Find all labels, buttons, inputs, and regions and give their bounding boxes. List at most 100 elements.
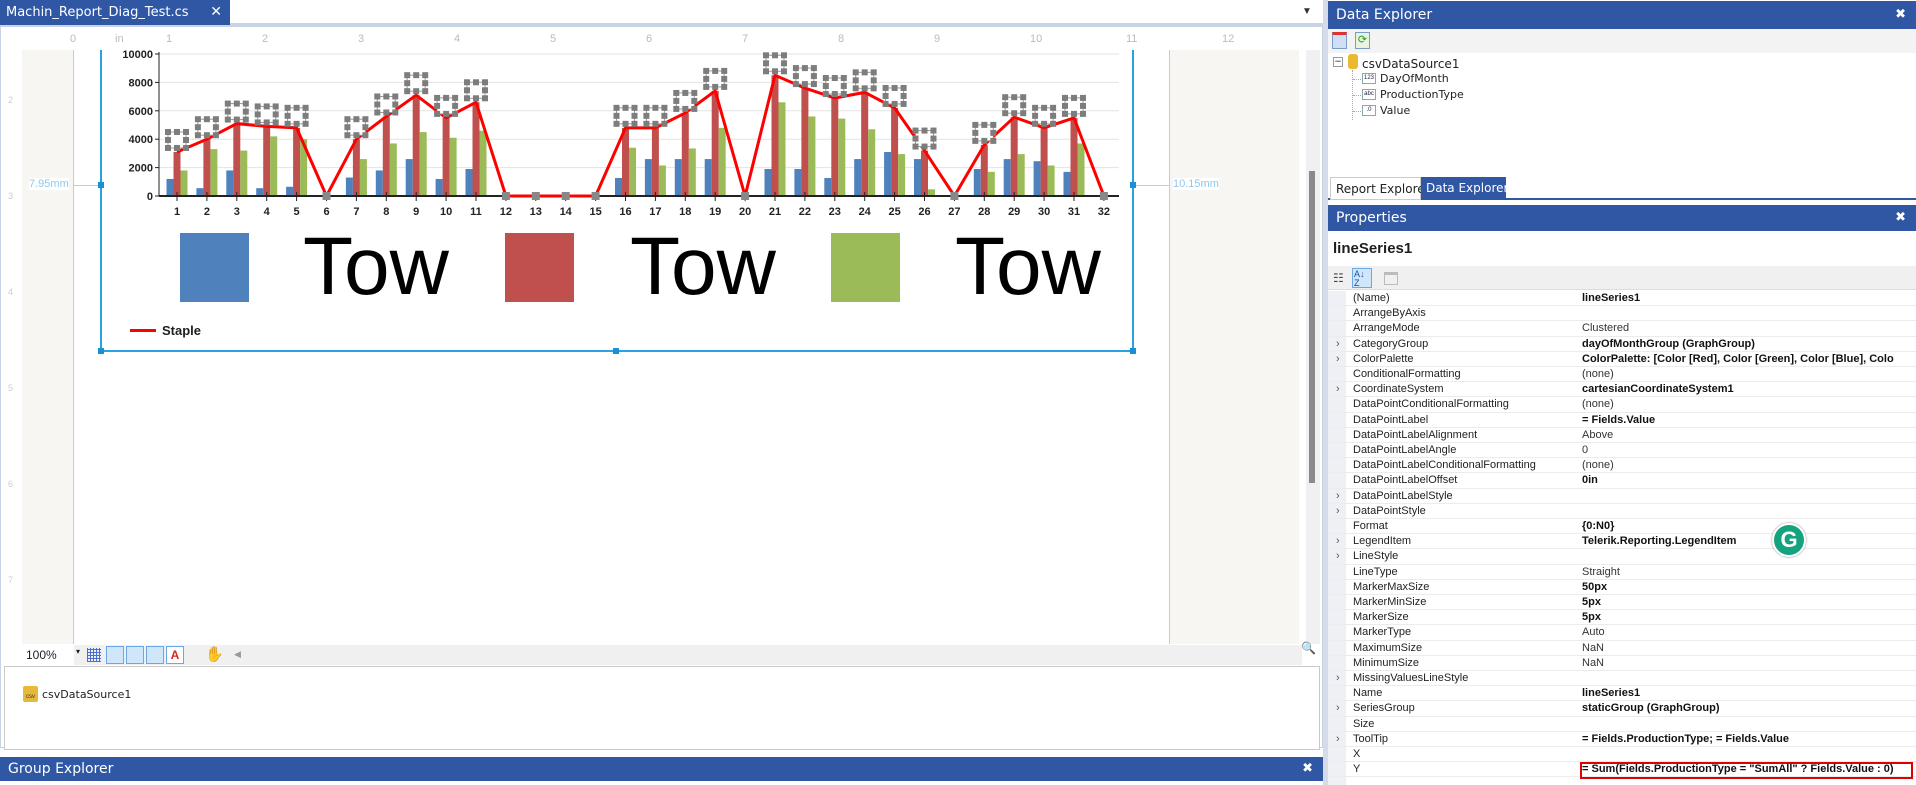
document-tab[interactable]: Machin_Report_Diag_Test.cs [Design] ✕ [0, 0, 230, 45]
selection-handle[interactable] [763, 52, 769, 59]
selection-handle[interactable] [1032, 120, 1039, 127]
selection-handle[interactable] [852, 85, 859, 92]
data-point-label[interactable] [464, 79, 488, 102]
selection-handle[interactable] [165, 136, 171, 143]
property-row[interactable]: Size [1328, 717, 1916, 732]
selection-handle[interactable] [900, 84, 907, 91]
selection-handle[interactable] [712, 67, 719, 74]
bar[interactable] [359, 159, 367, 196]
selection-handle[interactable] [801, 65, 808, 72]
bar[interactable] [914, 159, 921, 196]
property-row[interactable]: DataPointLabelConditionalFormatting (none… [1328, 458, 1916, 474]
selection-handle[interactable] [1080, 102, 1086, 109]
selection-handle[interactable] [404, 88, 411, 95]
field-node[interactable]: DayOfMonth [1380, 72, 1449, 85]
selection-handle[interactable] [972, 121, 979, 128]
page-layout-icon[interactable] [126, 646, 144, 664]
selection-handle[interactable] [1002, 110, 1009, 117]
property-value[interactable]: dayOfMonthGroup (GraphGroup) [1582, 337, 1755, 350]
selection-handle[interactable] [981, 137, 988, 144]
selection-handle[interactable] [930, 143, 937, 150]
property-value[interactable]: 50px [1582, 580, 1608, 593]
selection-handle[interactable] [422, 88, 429, 95]
datasource-node[interactable]: csvDataSource1 [1362, 57, 1460, 71]
property-row[interactable]: › CategoryGroup dayOfMonthGroup (GraphGrou… [1328, 337, 1916, 352]
property-row[interactable]: › LineStyle [1328, 549, 1916, 565]
property-row[interactable]: DataPointLabelOffset 0in [1328, 473, 1916, 489]
bar[interactable] [808, 116, 816, 196]
selection-handle[interactable] [1002, 102, 1009, 109]
expand-chevron-icon[interactable]: › [1336, 535, 1340, 548]
bar[interactable] [472, 102, 480, 196]
selection-handle[interactable] [822, 83, 829, 90]
data-point-label[interactable] [284, 104, 309, 127]
selection-handle[interactable] [921, 127, 928, 134]
property-row[interactable]: › ToolTip = Fields.ProductionType; = Field… [1328, 732, 1916, 747]
selection-handle[interactable] [703, 75, 710, 82]
data-point-label[interactable] [643, 104, 668, 127]
selection-handle[interactable] [224, 100, 231, 107]
property-value[interactable]: staticGroup (GraphGroup) [1582, 702, 1720, 715]
selection-handle[interactable] [763, 68, 769, 75]
selection-handle[interactable] [482, 87, 488, 94]
bar[interactable] [688, 148, 696, 196]
selection-handle[interactable] [1062, 110, 1068, 117]
selection-handle[interactable] [631, 120, 638, 127]
resize-handle-bottom[interactable] [613, 348, 619, 354]
selection-handle[interactable] [473, 79, 479, 86]
selection-handle[interactable] [1020, 102, 1027, 109]
bar[interactable] [644, 159, 652, 196]
tab-report-explorer[interactable]: Report Explorer [1330, 177, 1430, 200]
property-value[interactable]: Above [1582, 428, 1614, 441]
property-row[interactable]: LineType Straight [1328, 565, 1916, 580]
data-point-label[interactable] [1002, 94, 1027, 117]
selection-handle[interactable] [383, 109, 390, 116]
selection-handle[interactable] [912, 127, 919, 134]
property-row[interactable]: DataPointLabel = Fields.Value [1328, 413, 1916, 428]
bar[interactable] [286, 186, 294, 196]
expand-chevron-icon[interactable]: › [1336, 702, 1340, 715]
bar[interactable] [778, 102, 786, 196]
expand-chevron-icon[interactable]: › [1336, 489, 1340, 502]
property-row[interactable]: DataPointLabelAlignment Above [1328, 428, 1916, 443]
bar[interactable] [704, 159, 712, 196]
bar[interactable] [711, 90, 719, 196]
bar[interactable] [256, 188, 264, 196]
selection-handle[interactable] [1011, 94, 1018, 101]
selection-handle[interactable] [870, 85, 877, 92]
data-point-label[interactable] [374, 93, 399, 116]
selection-handle[interactable] [1011, 110, 1018, 117]
bar[interactable] [270, 136, 278, 196]
selection-handle[interactable] [353, 116, 360, 123]
selection-handle[interactable] [622, 104, 629, 111]
property-row[interactable]: › MissingValuesLineStyle [1328, 671, 1916, 687]
grammarly-icon[interactable]: G [1772, 523, 1806, 557]
data-point-label[interactable] [613, 104, 638, 127]
expand-chevron-icon[interactable]: › [1336, 337, 1340, 350]
selection-handle[interactable] [194, 124, 201, 131]
resize-handle-left[interactable] [98, 182, 104, 188]
selection-handle[interactable] [712, 83, 719, 90]
property-value[interactable]: NaN [1582, 641, 1605, 654]
selection-handle[interactable] [464, 95, 470, 102]
selection-handle[interactable] [972, 129, 979, 136]
data-explorer-close-icon[interactable]: ✖ [1895, 7, 1906, 22]
bar[interactable] [1070, 117, 1078, 196]
text-mode-icon[interactable]: A [166, 646, 184, 664]
selection-handle[interactable] [374, 109, 381, 116]
data-point-label[interactable] [344, 116, 369, 139]
line-series[interactable] [176, 73, 1106, 202]
selection-handle[interactable] [1050, 112, 1057, 119]
property-row[interactable]: Y = Sum(Fields.ProductionType = "SumAll" … [1328, 762, 1916, 778]
vertical-scrollbar-thumb[interactable] [1309, 171, 1315, 483]
data-point-label[interactable] [1032, 104, 1057, 127]
property-value[interactable]: Auto [1582, 626, 1605, 639]
property-value[interactable]: Clustered [1582, 322, 1630, 335]
property-value[interactable]: cartesianCoordinateSystem1 [1582, 383, 1734, 396]
bar[interactable] [1063, 171, 1071, 196]
selection-handle[interactable] [831, 75, 838, 82]
property-value[interactable]: 5px [1582, 596, 1601, 608]
selection-handle[interactable] [254, 111, 261, 118]
data-point-label[interactable] [673, 89, 698, 112]
